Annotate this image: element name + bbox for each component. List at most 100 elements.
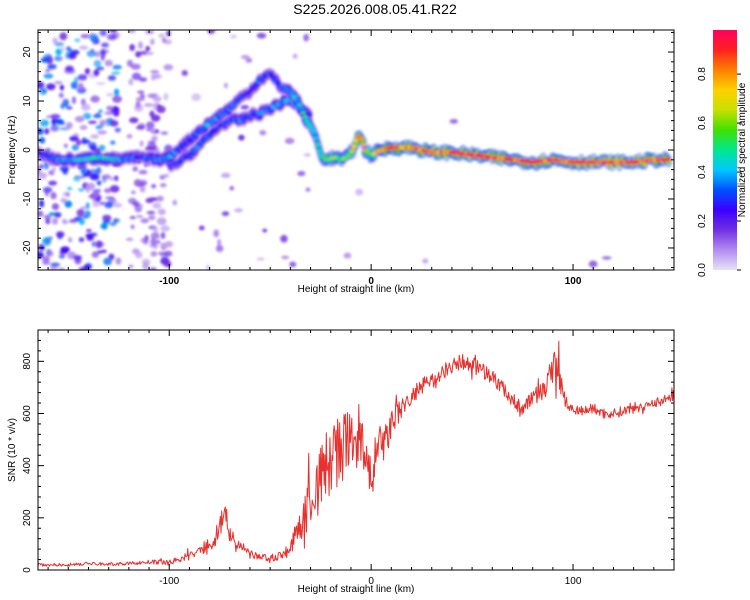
- noise-blob: [86, 182, 96, 191]
- noise-blob: [96, 166, 102, 175]
- colorbar-tick-label: 0.0: [697, 263, 708, 277]
- noise-blob: [45, 68, 51, 73]
- noise-blob: [139, 185, 146, 193]
- noise-blob: [163, 260, 172, 268]
- snr-x-tick-label: -100: [159, 576, 179, 587]
- noise-blob: [191, 93, 201, 102]
- noise-blob: [100, 53, 105, 61]
- noise-blob: [142, 262, 150, 270]
- noise-blob: [135, 214, 144, 219]
- noise-blob: [38, 81, 45, 89]
- noise-blob: [137, 90, 145, 94]
- noise-blob: [81, 103, 91, 111]
- noise-blob: [157, 208, 166, 216]
- noise-blob: [140, 237, 148, 243]
- noise-blob: [163, 174, 170, 178]
- noise-blob: [343, 252, 352, 259]
- ridge-core: [290, 92, 295, 96]
- noise-blob: [47, 63, 57, 70]
- noise-blob: [81, 137, 87, 145]
- noise-blob: [106, 105, 114, 111]
- colorbar-gradient: [713, 30, 737, 270]
- noise-blob: [45, 83, 56, 91]
- noise-blob: [113, 88, 120, 97]
- noise-blob: [62, 167, 68, 175]
- noise-blob: [289, 261, 297, 268]
- noise-blob: [60, 197, 67, 203]
- noise-blob: [148, 215, 156, 221]
- noise-blob: [74, 115, 85, 123]
- ridge-core: [293, 97, 299, 102]
- noise-blob: [112, 95, 122, 103]
- noise-blob: [150, 69, 160, 74]
- noise-blob: [166, 30, 171, 37]
- noise-blob: [98, 109, 103, 114]
- noise-blob: [39, 119, 50, 127]
- ridge-core: [666, 157, 671, 162]
- noise-blob: [38, 251, 45, 259]
- snr-series-line: [38, 340, 674, 567]
- noise-blob: [39, 87, 48, 96]
- noise-blob: [38, 210, 44, 217]
- noise-blob: [303, 33, 310, 42]
- noise-blob: [129, 216, 136, 220]
- noise-blob: [83, 263, 92, 270]
- noise-blob: [87, 120, 97, 124]
- noise-blob: [98, 144, 106, 152]
- ridge-core: [291, 95, 297, 99]
- ridge-core: [353, 139, 359, 143]
- noise-blob: [52, 37, 58, 44]
- noise-blob: [76, 208, 85, 217]
- noise-blob: [78, 188, 85, 192]
- noise-blob: [172, 199, 178, 206]
- noise-blob: [132, 201, 140, 207]
- noise-blob: [73, 76, 79, 84]
- noise-blob: [128, 78, 134, 86]
- noise-blob: [129, 43, 135, 51]
- noise-blob: [58, 267, 66, 270]
- noise-blob: [50, 262, 61, 267]
- noise-blob: [91, 251, 100, 258]
- noise-blob: [55, 48, 63, 56]
- snr-y-tick-label: 400: [22, 457, 33, 474]
- noise-blob: [145, 51, 154, 55]
- noise-blob: [229, 185, 235, 191]
- noise-blob: [149, 128, 156, 133]
- noise-blob: [128, 30, 136, 33]
- noise-blob: [103, 188, 112, 194]
- noise-blob: [147, 93, 157, 99]
- noise-blob: [154, 73, 160, 80]
- noise-blob: [38, 130, 44, 134]
- noise-blob: [198, 225, 205, 231]
- noise-blob: [59, 32, 68, 41]
- noise-blob: [95, 124, 103, 130]
- noise-blob: [139, 140, 144, 147]
- ridge-core: [360, 142, 366, 147]
- noise-blob: [152, 96, 162, 102]
- noise-blob: [149, 267, 157, 270]
- noise-blob: [135, 97, 145, 102]
- noise-blob: [97, 250, 103, 254]
- noise-blob: [130, 224, 135, 230]
- noise-blob: [39, 137, 46, 144]
- spectrogram-y-tick-label: 0: [22, 147, 33, 153]
- noise-blob: [223, 82, 229, 89]
- noise-blob: [92, 189, 102, 193]
- noise-blob: [54, 212, 62, 218]
- ridge-core: [311, 130, 317, 135]
- noise-blob: [245, 57, 253, 63]
- noise-blob: [280, 234, 288, 243]
- noise-blob: [85, 202, 90, 209]
- noise-blob: [78, 218, 85, 225]
- noise-blob: [92, 201, 100, 208]
- colorbar: 0.0 0.2 0.4 0.6 0.8 Normalized spectral ampl…: [697, 30, 748, 277]
- noise-blob: [160, 225, 170, 232]
- snr-x-tick-label: 100: [565, 576, 582, 587]
- noise-blob: [91, 241, 97, 247]
- noise-blob: [51, 203, 60, 211]
- noise-blob: [54, 80, 63, 85]
- noise-blob: [43, 214, 52, 219]
- noise-blob: [62, 191, 70, 197]
